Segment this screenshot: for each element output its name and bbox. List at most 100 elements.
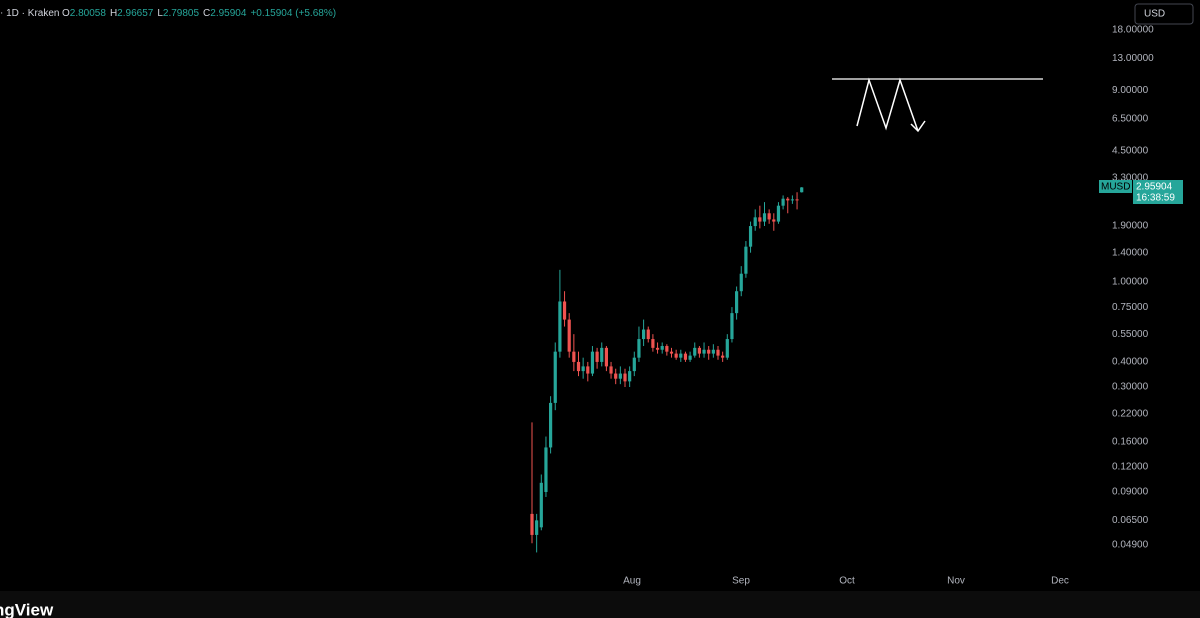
- candle-body: [651, 339, 655, 348]
- price-tag-symbol: MUSD: [1101, 182, 1130, 193]
- watermark: ngView: [0, 600, 54, 618]
- currency-label[interactable]: USD: [1144, 9, 1165, 20]
- price-tag-countdown: 16:38:59: [1136, 193, 1175, 204]
- candle-body: [642, 329, 646, 340]
- y-tick-label: 0.04900: [1112, 540, 1149, 551]
- candle-body: [786, 198, 790, 201]
- candle-body: [562, 301, 567, 320]
- ohlc-change: +0.15904 (+5.68%): [250, 8, 336, 19]
- y-tick-label: 6.50000: [1112, 113, 1149, 124]
- y-tick-label: 1.40000: [1112, 247, 1149, 258]
- candle-body: [748, 226, 753, 247]
- candle-body: [776, 205, 781, 222]
- candle-body: [721, 355, 725, 358]
- price-tag-price: 2.95904: [1136, 182, 1173, 193]
- candle-body: [549, 402, 553, 448]
- y-tick-label: 0.30000: [1112, 382, 1149, 393]
- candle-body: [753, 217, 757, 227]
- ohlc-key: C: [203, 8, 210, 19]
- candle-body: [614, 373, 618, 379]
- candle-body: [558, 301, 562, 352]
- candle-body: [665, 346, 669, 352]
- candle-body: [772, 219, 776, 222]
- x-tick-label: Dec: [1051, 576, 1069, 587]
- candle-body: [669, 351, 674, 354]
- y-tick-label: 0.22000: [1112, 409, 1149, 420]
- candle-body: [567, 319, 571, 352]
- footer: [0, 591, 1200, 618]
- candle-body: [762, 213, 767, 222]
- candle-body: [711, 349, 715, 354]
- candle-body: [767, 213, 771, 220]
- y-tick-label: 18.00000: [1112, 25, 1154, 36]
- y-tick-label: 0.09000: [1112, 487, 1149, 498]
- y-tick-label: 3.30000: [1112, 173, 1149, 184]
- price-tag: MUSD 2.95904 16:38:59: [1099, 180, 1183, 204]
- x-tick-label: Aug: [623, 576, 641, 587]
- y-tick-label: 0.12000: [1112, 462, 1149, 473]
- y-tick-label: 9.00000: [1112, 85, 1149, 96]
- candle-body: [586, 366, 590, 374]
- candle-body: [744, 246, 748, 274]
- candle-body: [730, 313, 734, 340]
- candle-body: [581, 366, 585, 372]
- candle-body: [535, 520, 539, 535]
- y-tick-label: 0.55000: [1112, 329, 1149, 340]
- candle-body: [539, 482, 543, 528]
- y-tick-label: 4.50000: [1112, 146, 1149, 157]
- candle-body: [623, 373, 627, 382]
- candle-body: [655, 347, 660, 350]
- candle-body: [758, 217, 762, 222]
- candle-body: [781, 198, 785, 206]
- candle-body: [604, 347, 608, 367]
- drawn-arrowhead: [910, 120, 926, 133]
- ohlc-readout: O2.80058 H2.96657 L2.79805 C2.95904 +0.15904…: [62, 8, 336, 19]
- currency-button[interactable]: [1134, 3, 1194, 25]
- candle-body: [739, 273, 743, 292]
- symbol-info: · 1D · Kraken: [0, 8, 59, 19]
- candle-body: [693, 347, 697, 356]
- candle-body: [660, 346, 664, 350]
- ohlc-value: 2.95904: [210, 8, 247, 19]
- candle-body: [679, 353, 683, 358]
- candle-body: [590, 351, 595, 374]
- x-tick-label: Nov: [947, 576, 965, 587]
- price-tag-bg: [1133, 180, 1183, 204]
- candle-body: [716, 349, 720, 356]
- candle-body: [544, 447, 548, 492]
- candle-body: [600, 347, 604, 362]
- candle-body: [553, 351, 557, 403]
- x-tick-label: Oct: [839, 576, 855, 587]
- candle-body: [628, 371, 632, 382]
- candle-body: [609, 366, 613, 374]
- candle-body: [572, 351, 576, 362]
- candle-body: [702, 349, 706, 354]
- y-tick-label: 1.90000: [1112, 221, 1149, 232]
- y-tick-label: 0.06500: [1112, 515, 1149, 526]
- candle-body: [795, 199, 799, 201]
- symbol-info-text: 1D · Kraken: [6, 8, 59, 19]
- candle-body: [735, 291, 739, 314]
- ohlc-value: 2.96657: [117, 8, 154, 19]
- y-tick-label: 13.00000: [1112, 53, 1154, 64]
- candle-body: [800, 187, 804, 193]
- candle-body: [618, 373, 622, 379]
- candle-body: [530, 513, 534, 535]
- candle-body: [637, 339, 641, 358]
- candle-body: [725, 339, 729, 358]
- candle-body: [707, 349, 711, 354]
- ohlc-key: O: [62, 8, 70, 19]
- y-tick-label: 0.75000: [1112, 302, 1149, 313]
- candle-body: [646, 329, 650, 340]
- ohlc-key: H: [110, 8, 117, 19]
- drawn-pattern: [856, 77, 919, 132]
- x-tick-label: Sep: [732, 576, 750, 587]
- candle-body: [595, 351, 599, 362]
- price-tag-symbol-bg: [1099, 180, 1132, 193]
- candle-body: [683, 353, 688, 360]
- ohlc-key: L: [157, 8, 163, 19]
- y-tick-label: 0.16000: [1112, 436, 1149, 447]
